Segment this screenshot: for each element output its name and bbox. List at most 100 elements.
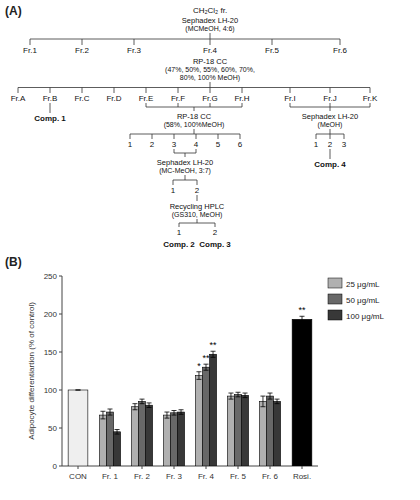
bar: [227, 396, 234, 466]
connector: [330, 88, 331, 94]
node-label: Fr.2: [75, 46, 89, 55]
figure: (A)CH₂Cl₂ fr.Sephadex LH-20(MCMeOH, 4:6)…: [0, 0, 420, 500]
node-label: 3: [172, 140, 177, 149]
connector: [114, 88, 115, 94]
bar: [195, 376, 202, 466]
step-text: Sephadex LH-20: [182, 16, 238, 25]
node-label: Comp. 3: [199, 240, 231, 249]
connector: [18, 88, 19, 94]
y-tick-label: 250: [44, 272, 58, 281]
error-bar: [132, 404, 137, 410]
connector: [370, 103, 371, 107]
bar: [114, 432, 121, 466]
connector: [218, 134, 219, 139]
step-text: (MeOH): [318, 121, 343, 129]
legend-label: 50 μg/mL: [346, 296, 380, 305]
node-label: 1: [128, 140, 133, 149]
connector: [330, 103, 331, 107]
connector: [330, 129, 331, 134]
y-tick: [59, 314, 62, 315]
connector: [242, 88, 243, 94]
connector: [290, 88, 291, 94]
connector: [194, 129, 195, 134]
connector: [185, 153, 186, 157]
bar: [266, 396, 273, 466]
step-text: (GS310, MeOH): [172, 211, 223, 219]
connector: [178, 103, 179, 107]
step-text: (47%, 50%, 55%, 60%, 70%,: [165, 66, 255, 74]
error-bar: [204, 364, 209, 370]
x-tick-label: CON: [69, 472, 87, 481]
step-text: Recycling HPLC: [170, 202, 225, 211]
connector: [82, 88, 83, 94]
x-tick: [302, 466, 303, 469]
bar: [210, 354, 217, 466]
y-tick-label: 0: [53, 462, 58, 471]
connector: [173, 180, 174, 185]
connector: [344, 134, 345, 139]
bar: [274, 401, 281, 466]
node-label: Fr.E: [139, 94, 154, 103]
node-label: Comp. 1: [34, 114, 66, 123]
connector: [210, 82, 211, 88]
bar: [259, 401, 266, 466]
connector: [185, 175, 186, 180]
connector: [30, 39, 340, 40]
node-label: Comp. 2: [163, 240, 195, 249]
connector: [130, 134, 131, 139]
connector: [210, 103, 211, 107]
error-bar: [236, 392, 241, 397]
node-label: Fr.4: [203, 46, 217, 55]
bar: [138, 401, 145, 466]
x-tick: [206, 466, 207, 469]
step-text: (58%, 100%MeOH): [164, 121, 225, 129]
node-label: Fr.C: [74, 94, 89, 103]
node-label: 6: [238, 140, 243, 149]
error-bar: [115, 430, 120, 435]
y-tick-label: 50: [48, 424, 57, 433]
bar: [163, 415, 170, 466]
node-label: Fr.K: [363, 94, 378, 103]
x-tick-label: Fr. 3: [166, 472, 183, 481]
annotation: **: [210, 340, 218, 350]
error-bar: [100, 411, 105, 419]
y-tick: [59, 428, 62, 429]
step-text: (MC-MeOH, 3:7): [159, 167, 211, 175]
legend-swatch: [328, 294, 342, 304]
connector: [196, 149, 197, 153]
x-tick: [110, 466, 111, 469]
legend-swatch: [328, 278, 342, 288]
step-text: (MCMeOH, 4:6): [185, 25, 234, 33]
y-tick: [59, 352, 62, 353]
y-tick-label: 100: [44, 386, 58, 395]
connector: [179, 223, 215, 224]
connector: [134, 39, 135, 45]
connector: [272, 39, 273, 45]
x-tick-label: Fr. 2: [134, 472, 151, 481]
connector: [240, 134, 241, 139]
connector: [152, 134, 153, 139]
connector: [82, 39, 83, 45]
connector: [215, 223, 216, 227]
x-tick: [174, 466, 175, 469]
connector: [173, 180, 197, 181]
connectors: [18, 33, 370, 227]
bar: [106, 412, 113, 466]
x-tick: [238, 466, 239, 469]
annotation: **: [298, 305, 306, 315]
error-bar: [275, 399, 280, 404]
error-bar: [76, 390, 81, 391]
node-label: Fr.3: [127, 46, 141, 55]
y-tick: [59, 276, 62, 277]
connector: [30, 39, 31, 45]
node-label: 5: [216, 140, 221, 149]
error-bar: [243, 393, 248, 398]
node-label: 1: [171, 186, 176, 195]
y-tick: [59, 390, 62, 391]
connector: [290, 103, 291, 107]
connector: [130, 134, 240, 135]
y-axis-label: Adipocyte differentiartion (% of control…: [27, 302, 36, 440]
error-bar: [172, 411, 177, 416]
y-tick-label: 150: [44, 348, 58, 357]
error-bar: [108, 409, 113, 415]
